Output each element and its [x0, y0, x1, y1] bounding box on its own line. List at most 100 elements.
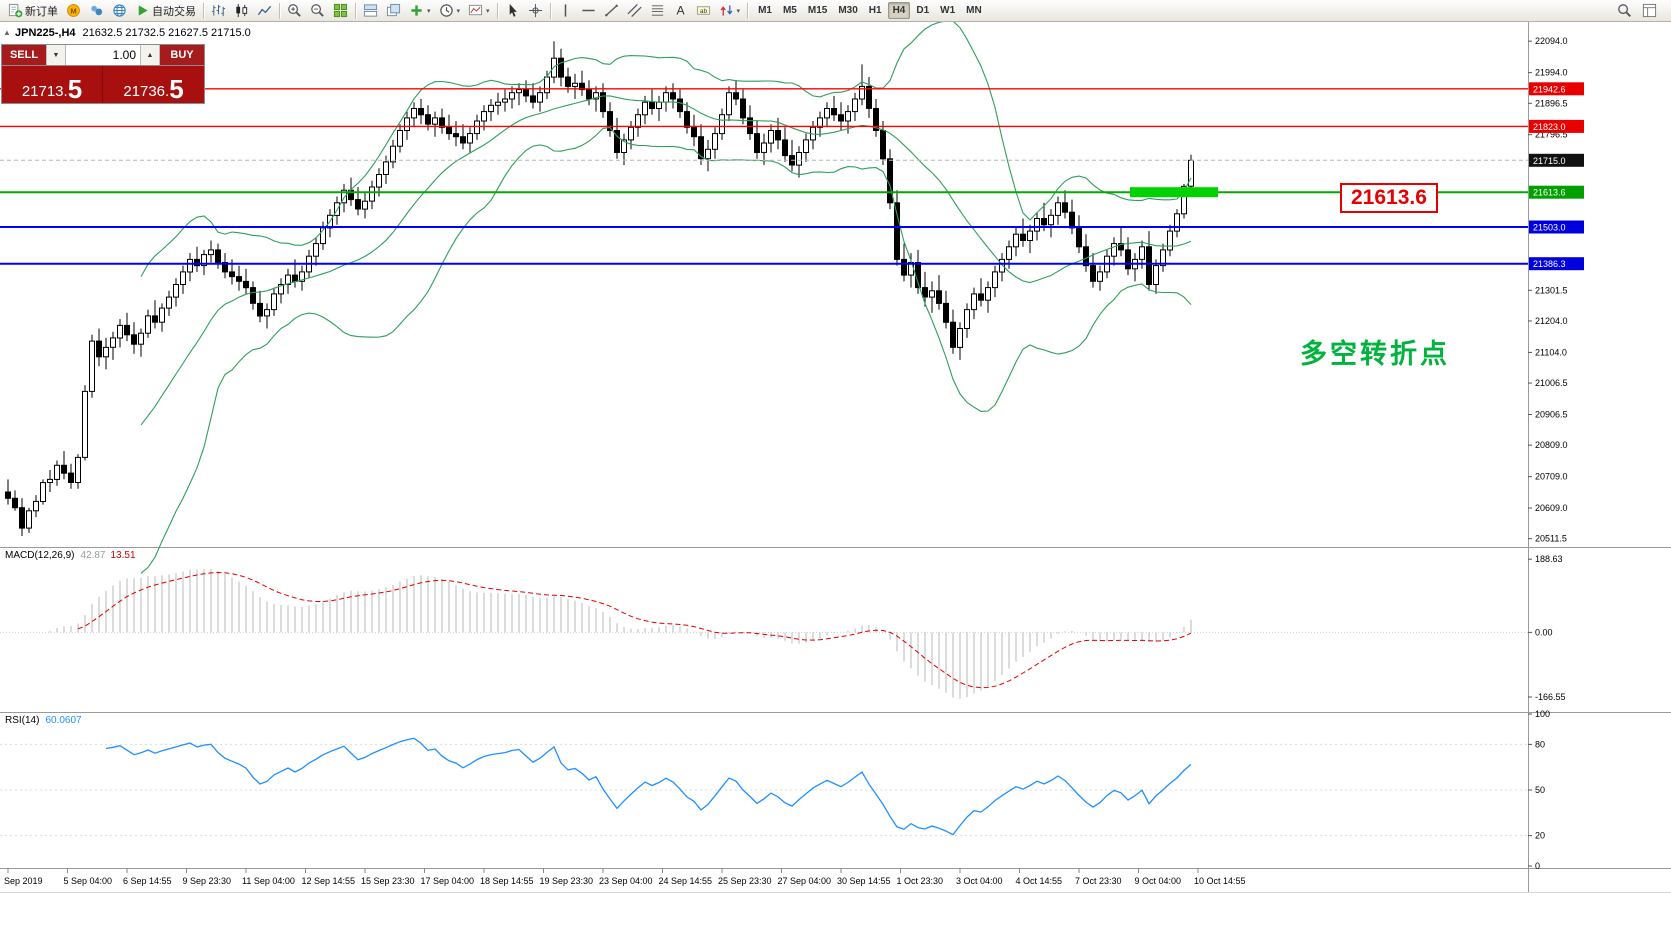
svg-text:21823.0: 21823.0 — [1533, 122, 1566, 132]
zoom-out-button[interactable] — [306, 1, 329, 21]
trendline-icon — [604, 3, 619, 18]
mql5-button[interactable]: M — [62, 1, 85, 21]
rsi-panel[interactable]: 100 80 50 20 0 — [0, 709, 1550, 871]
vertical-line-icon — [558, 3, 573, 18]
candlesticks-layer[interactable] — [5, 41, 1194, 536]
support-highlight-bar[interactable] — [1130, 187, 1218, 198]
arrows-button[interactable]: ▾ — [715, 1, 745, 21]
templates-icon — [468, 3, 483, 18]
new-order-button[interactable]: 新订单 — [4, 1, 62, 21]
bid-price-button[interactable]: 21713. 5 — [2, 66, 103, 103]
rsi-value: 60.0607 — [45, 715, 82, 726]
chart-windows-icon — [1642, 3, 1657, 18]
turning-point-annotation[interactable]: 多空转折点 — [1300, 339, 1450, 369]
timeframe-h4-button[interactable]: H4 — [887, 2, 911, 19]
svg-text:188.63: 188.63 — [1535, 554, 1563, 564]
svg-text:10 Oct 14:55: 10 Oct 14:55 — [1194, 876, 1246, 886]
timeframe-h1-button[interactable]: H1 — [864, 2, 887, 19]
svg-text:A: A — [676, 4, 685, 18]
svg-text:24 Sep 14:55: 24 Sep 14:55 — [659, 876, 713, 886]
timeframe-w1-button[interactable]: W1 — [935, 2, 960, 19]
svg-text:1 Oct 23:30: 1 Oct 23:30 — [897, 876, 944, 886]
search-button[interactable] — [1613, 1, 1636, 21]
text-icon: A — [673, 3, 688, 18]
arrange-windows-button[interactable] — [359, 1, 382, 21]
text-label-button[interactable]: ab — [692, 1, 715, 21]
svg-text:20: 20 — [1535, 831, 1545, 841]
svg-text:21503.0: 21503.0 — [1533, 223, 1566, 233]
periods-button[interactable]: ▾ — [435, 1, 465, 21]
svg-text:20809.0: 20809.0 — [1535, 440, 1568, 450]
timeframe-m1-button[interactable]: M1 — [753, 2, 777, 19]
svg-text:30 Sep 14:55: 30 Sep 14:55 — [837, 876, 891, 886]
svg-text:20609.0: 20609.0 — [1535, 503, 1568, 513]
panel-borders — [0, 22, 1671, 893]
svg-text:9 Oct 04:00: 9 Oct 04:00 — [1135, 876, 1182, 886]
macd-name: MACD(12,26,9) — [5, 550, 75, 561]
chevron-up-icon: ▲ — [146, 51, 154, 59]
new-order-icon — [8, 3, 23, 18]
tile-windows-button[interactable] — [329, 1, 352, 21]
crosshair-button[interactable] — [524, 1, 547, 21]
community-button[interactable] — [85, 1, 108, 21]
chart-windows-button[interactable] — [1638, 1, 1661, 21]
add-indicator-button[interactable]: ▾ — [405, 1, 435, 21]
channel-icon — [627, 3, 642, 18]
svg-text:9 Sep 23:30: 9 Sep 23:30 — [183, 876, 232, 886]
line-chart-button[interactable] — [253, 1, 276, 21]
svg-text:18 Sep 14:55: 18 Sep 14:55 — [480, 876, 534, 886]
volume-up-stepper[interactable]: ▲ — [140, 45, 160, 65]
fibonacci-icon — [650, 3, 665, 18]
svg-text:17 Sep 04:00: 17 Sep 04:00 — [421, 876, 475, 886]
one-click-collapse-arrow[interactable]: ▲ — [3, 28, 11, 37]
cursor-icon — [505, 3, 520, 18]
svg-text:100: 100 — [1535, 709, 1550, 719]
svg-text:21301.5: 21301.5 — [1535, 285, 1568, 295]
order-type-dropdown[interactable]: ▼ — [46, 45, 66, 65]
timeframe-m30-button[interactable]: M30 — [833, 2, 862, 19]
toolbar-separator — [496, 2, 498, 19]
zoom-out-icon — [310, 3, 325, 18]
svg-text:21386.3: 21386.3 — [1533, 259, 1566, 269]
periods-icon — [439, 3, 454, 18]
cascade-windows-button[interactable] — [382, 1, 405, 21]
macd-panel[interactable]: 188.63 0.00 -166.55 — [0, 554, 1566, 702]
cursor-button[interactable] — [501, 1, 524, 21]
channel-button[interactable] — [623, 1, 646, 21]
timeframe-m15-button[interactable]: M15 — [803, 2, 832, 19]
chart-title: JPN225-,H4 21632.5 21732.5 21627.5 21715.… — [15, 27, 251, 39]
web-button[interactable] — [108, 1, 131, 21]
candlestick-icon — [234, 3, 249, 18]
candlestick-button[interactable] — [230, 1, 253, 21]
trendline-button[interactable] — [600, 1, 623, 21]
svg-text:20511.5: 20511.5 — [1535, 534, 1567, 544]
cascade-windows-icon — [386, 3, 401, 18]
svg-text:21942.6: 21942.6 — [1533, 84, 1566, 94]
vertical-line-button[interactable] — [554, 1, 577, 21]
horizontal-level-lines[interactable] — [0, 88, 1528, 265]
autotrading-button[interactable]: 自动交易 — [131, 1, 200, 21]
price-axis[interactable]: 22094.0 21994.0 21896.5 21796.5 21301.5 21204… — [1528, 36, 1584, 544]
timeframe-m5-button[interactable]: M5 — [778, 2, 802, 19]
sell-button[interactable]: SELL — [2, 45, 46, 65]
zoom-in-button[interactable] — [283, 1, 306, 21]
zoom-in-icon — [287, 3, 302, 18]
mql5-icon: M — [66, 3, 81, 18]
fibonacci-button[interactable] — [646, 1, 669, 21]
timeframe-d1-button[interactable]: D1 — [911, 2, 934, 19]
time-axis[interactable]: Sep 2019 5 Sep 04:00 6 Sep 14:55 9 Sep 23:3… — [4, 868, 1246, 886]
timeframe-mn-button[interactable]: MN — [961, 2, 987, 19]
level-price-callout[interactable]: 21613.6 — [1340, 183, 1438, 213]
horizontal-line-button[interactable] — [577, 1, 600, 21]
svg-text:7 Oct 23:30: 7 Oct 23:30 — [1075, 876, 1122, 886]
buy-button[interactable]: BUY — [160, 45, 204, 65]
templates-button[interactable]: ▾ — [464, 1, 494, 21]
bar-chart-button[interactable] — [207, 1, 230, 21]
ask-price-button[interactable]: 21736. 5 — [103, 66, 204, 103]
volume-input[interactable] — [66, 45, 140, 65]
text-button[interactable]: A — [669, 1, 692, 21]
svg-text:15 Sep 23:30: 15 Sep 23:30 — [361, 876, 415, 886]
text-label-icon: ab — [696, 3, 711, 18]
